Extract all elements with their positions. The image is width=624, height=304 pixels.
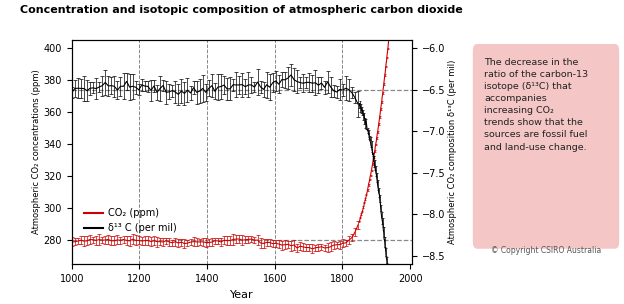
Legend: CO₂ (ppm), δ¹³ C (per mil): CO₂ (ppm), δ¹³ C (per mil)	[80, 205, 181, 237]
Text: Concentration and isotopic composition of atmospheric carbon dioxide: Concentration and isotopic composition o…	[21, 5, 463, 15]
Y-axis label: Atmospheric CO₂ composition δ¹³C (per mil): Atmospheric CO₂ composition δ¹³C (per mi…	[448, 60, 457, 244]
X-axis label: Year: Year	[230, 290, 253, 300]
Text: The decrease in the
ratio of the carbon-13
isotope (δ¹³C) that
accompanies
incre: The decrease in the ratio of the carbon-…	[484, 57, 588, 152]
Y-axis label: Atmospheric CO₂ concentrations (ppm): Atmospheric CO₂ concentrations (ppm)	[32, 70, 41, 234]
Text: © Copyright CSIRO Australia: © Copyright CSIRO Australia	[491, 247, 601, 255]
FancyBboxPatch shape	[473, 44, 619, 249]
